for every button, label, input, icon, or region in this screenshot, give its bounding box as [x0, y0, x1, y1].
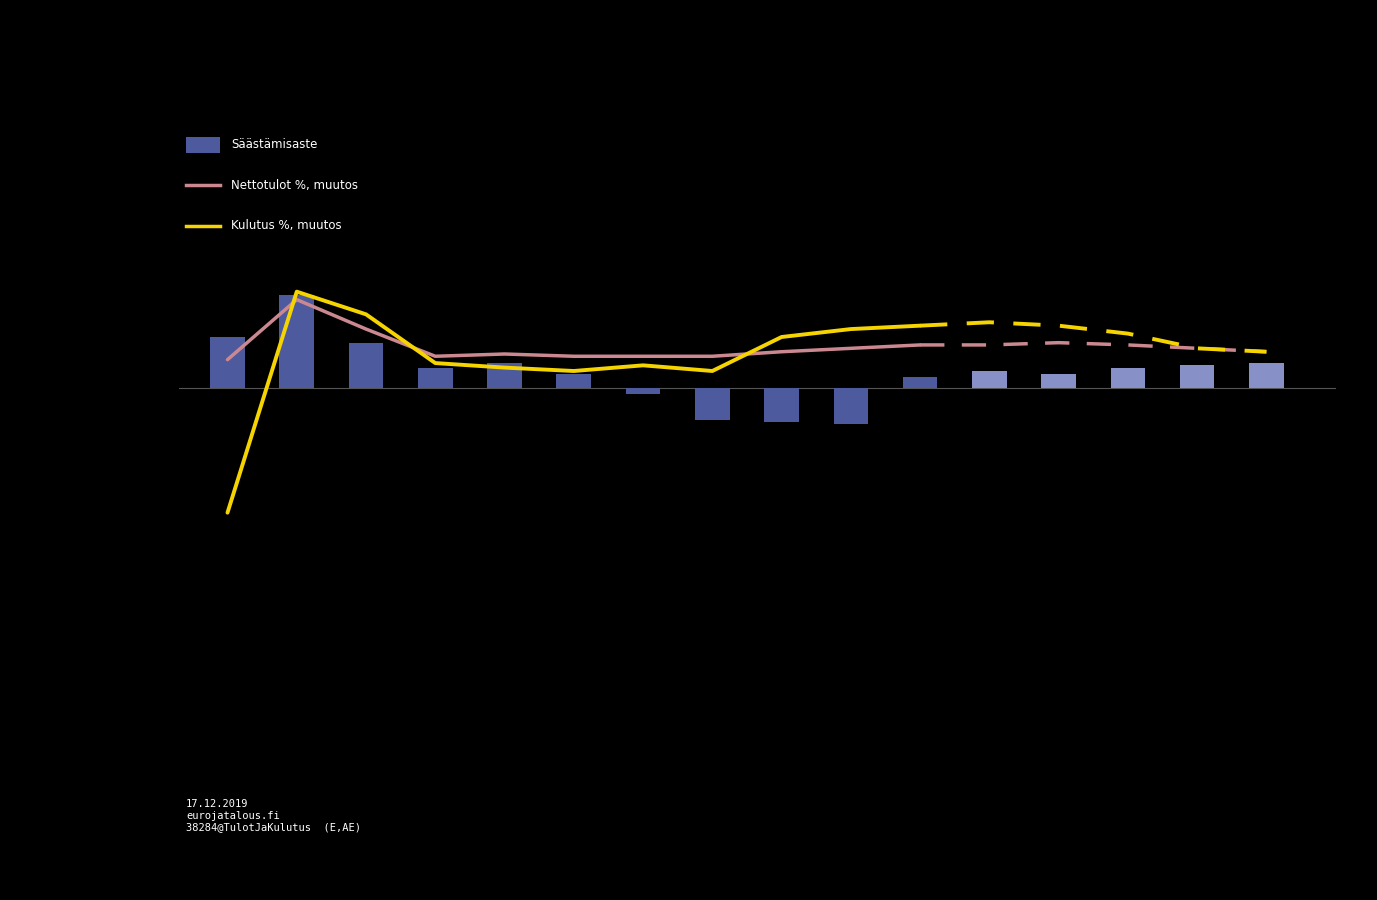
Bar: [1041, 374, 1075, 388]
Bar: [1111, 367, 1146, 388]
Bar: [972, 371, 1007, 388]
Bar: [625, 388, 661, 393]
Bar: [833, 388, 868, 424]
Bar: [280, 295, 314, 388]
Text: Nettotulot %, muutos: Nettotulot %, muutos: [231, 179, 358, 192]
Bar: [903, 377, 938, 388]
Text: 17.12.2019
eurojatalous.fi
38284@TulotJaKulutus  (E,AE): 17.12.2019 eurojatalous.fi 38284@TulotJa…: [186, 799, 361, 833]
Bar: [348, 343, 383, 388]
Bar: [764, 388, 799, 422]
Text: Säästämisaste: Säästämisaste: [231, 139, 318, 151]
Bar: [695, 388, 730, 419]
Bar: [211, 337, 245, 388]
Bar: [556, 374, 591, 388]
Bar: [1180, 365, 1215, 388]
Text: Kulutus %, muutos: Kulutus %, muutos: [231, 220, 341, 232]
Bar: [419, 367, 453, 388]
Bar: [487, 363, 522, 388]
Bar: [1249, 363, 1283, 388]
